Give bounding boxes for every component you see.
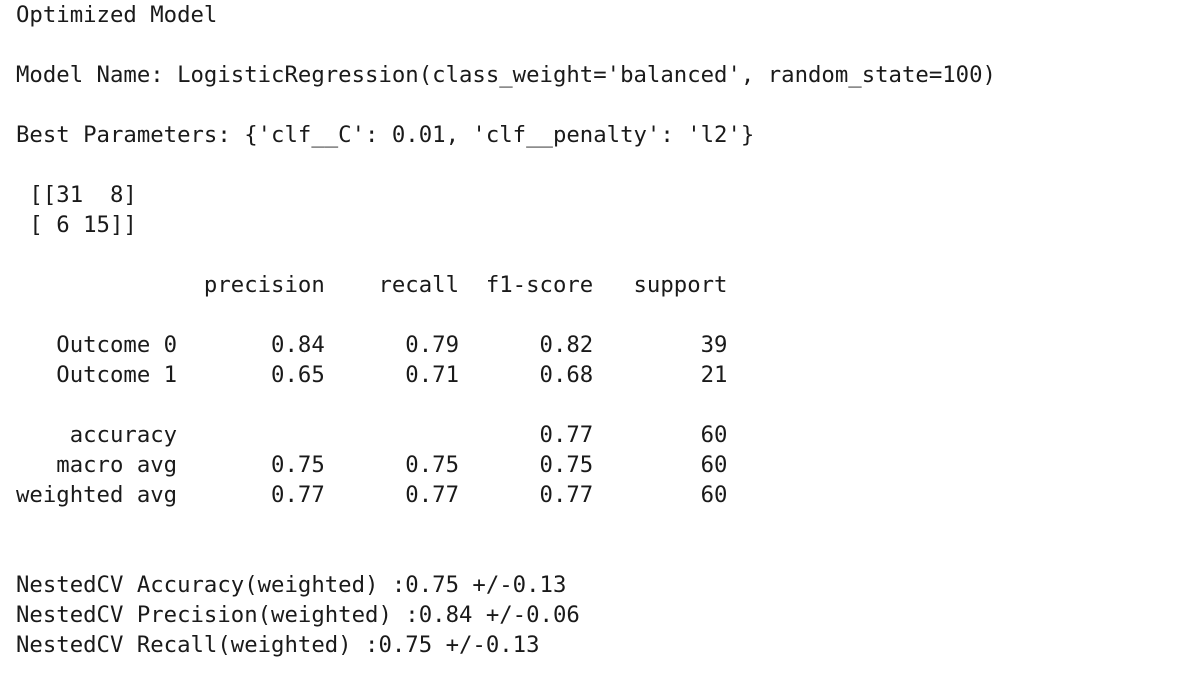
blank-line [16,150,1166,180]
output-title: Optimized Model [16,2,218,28]
blank-line [16,90,1166,120]
report-row-outcome-1: Outcome 1 0.65 0.71 0.68 21 [16,362,728,388]
report-row-outcome-0: Outcome 0 0.84 0.79 0.82 39 [16,332,728,358]
best-parameters-line: Best Parameters: {'clf__C': 0.01, 'clf__… [16,122,755,148]
report-row-accuracy: accuracy 0.77 60 [16,422,728,448]
report-header: precision recall f1-score support [16,272,728,298]
model-name-line: Model Name: LogisticRegression(class_wei… [16,62,996,88]
blank-line [16,540,1166,570]
blank-line [16,390,1166,420]
nested-cv-precision-line: NestedCV Precision(weighted) :0.84 +/-0.… [16,602,580,628]
nested-cv-recall-line: NestedCV Recall(weighted) :0.75 +/-0.13 [16,632,540,658]
report-row-weighted-avg: weighted avg 0.77 0.77 0.77 60 [16,482,728,508]
report-row-macro-avg: macro avg 0.75 0.75 0.75 60 [16,452,728,478]
confusion-matrix-row-0: [[31 8] [16,182,137,208]
nested-cv-accuracy-line: NestedCV Accuracy(weighted) :0.75 +/-0.1… [16,572,567,598]
blank-line [16,30,1166,60]
blank-line [16,300,1166,330]
console-output: Optimized Model Model Name: LogisticRegr… [16,0,1166,660]
blank-line [16,510,1166,540]
confusion-matrix-row-1: [ 6 15]] [16,212,137,238]
blank-line [16,240,1166,270]
